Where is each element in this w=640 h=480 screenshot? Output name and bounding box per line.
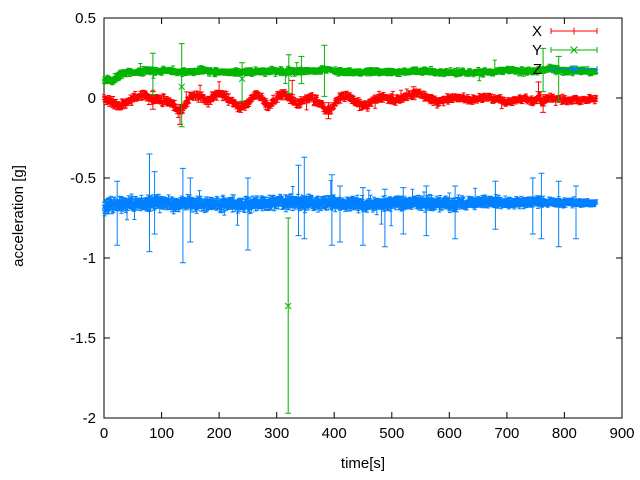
x-tick-label: 100: [149, 425, 174, 442]
series-layer: [101, 43, 599, 414]
x-tick-label: 400: [322, 425, 347, 442]
x-tick-label: 300: [264, 425, 289, 442]
axes-layer: 0 100 200 300 400 500 600 700 800 900 0.5 0 -0.5 -1 -1…: [70, 10, 634, 442]
y-tick-label: -1.5: [70, 330, 96, 347]
x-tick-label: 700: [494, 425, 519, 442]
legend-sample-y: [550, 46, 598, 54]
y-tick-label: 0: [88, 90, 96, 107]
legend-sample-z: [550, 65, 598, 73]
x-tick-label: 200: [207, 425, 232, 442]
legend-sample-x: [550, 27, 598, 35]
series-x-errorbars: [102, 79, 599, 125]
y-tick-label: -0.5: [70, 170, 96, 187]
y-tick-label: -2: [83, 410, 96, 427]
legend: XYZ: [532, 23, 598, 78]
y-axis-label: acceleration [g]: [10, 165, 27, 267]
x-tick-label: 500: [379, 425, 404, 442]
series-z-errorbars: [101, 153, 599, 264]
legend-label-y: Y: [532, 42, 542, 59]
x-tick-label: 900: [609, 425, 634, 442]
x-tick-label: 0: [100, 425, 108, 442]
series-y-errorbars: [101, 43, 599, 414]
legend-label-z: Z: [533, 61, 542, 78]
y-tick-label: -1: [83, 250, 96, 267]
plot-frame: [103, 17, 623, 419]
x-tick-label: 600: [437, 425, 462, 442]
x-axis-label: time[s]: [341, 455, 385, 472]
y-tick-label: 0.5: [75, 10, 96, 27]
x-tick-label: 800: [552, 425, 577, 442]
legend-label-x: X: [532, 23, 542, 40]
